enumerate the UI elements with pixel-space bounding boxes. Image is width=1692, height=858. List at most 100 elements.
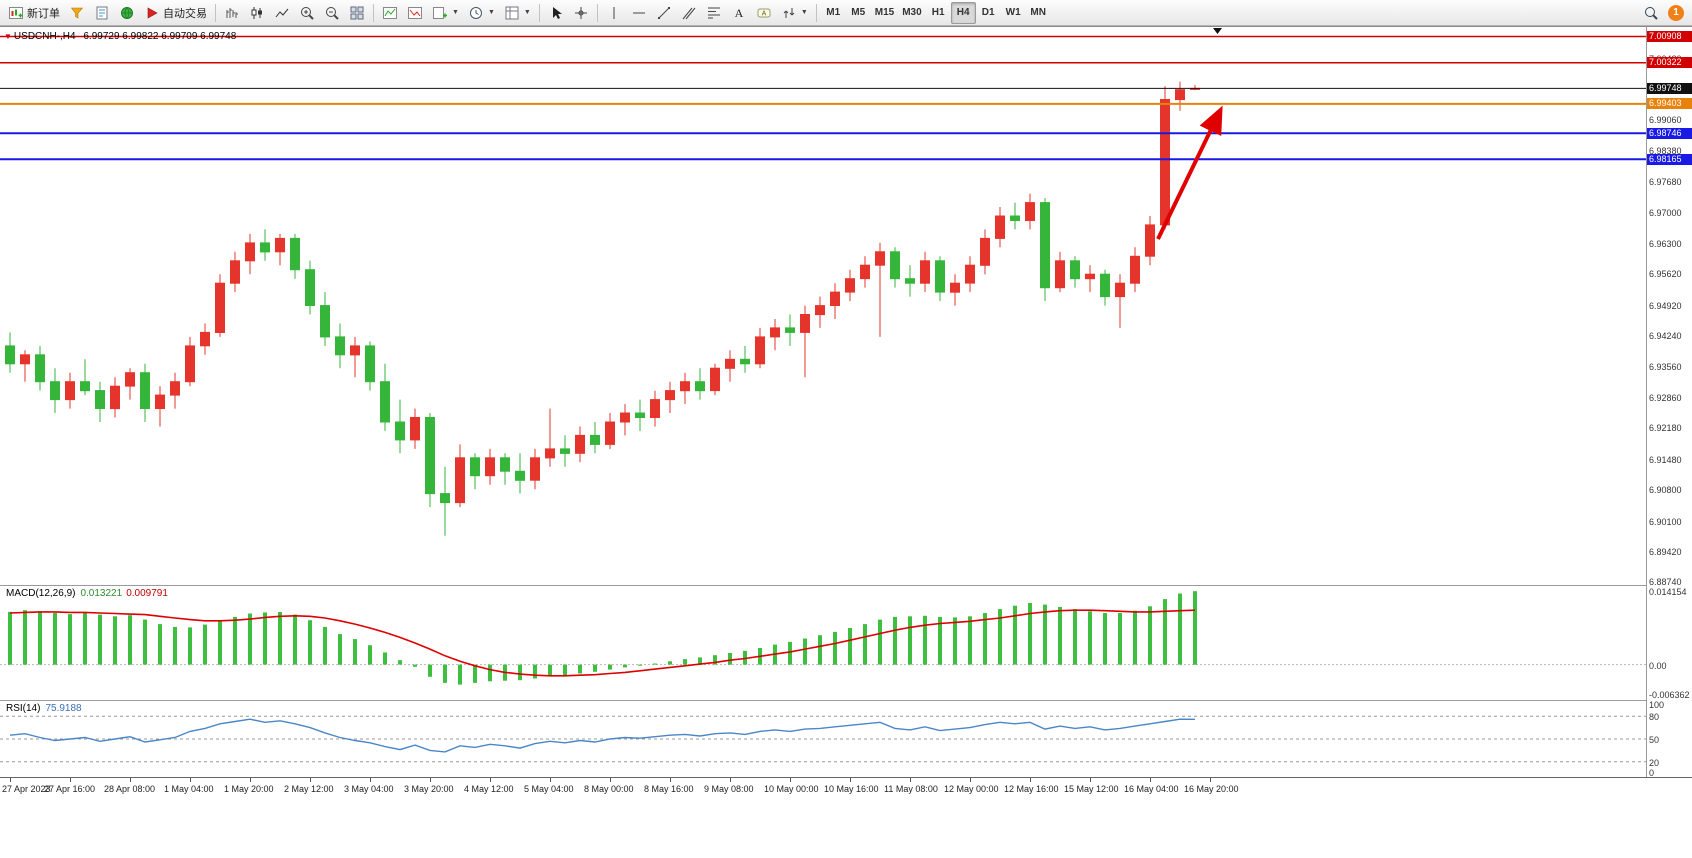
template-button[interactable]: ▼ xyxy=(500,2,535,24)
price-tick-label: 6.90800 xyxy=(1649,485,1682,495)
period-button[interactable]: ▼ xyxy=(464,2,499,24)
zoom-in-button[interactable] xyxy=(295,2,319,24)
text-icon: A xyxy=(734,6,743,20)
indicator-list-button[interactable] xyxy=(403,2,427,24)
time-label: 3 May 20:00 xyxy=(404,784,454,794)
macd-panel[interactable] xyxy=(0,586,1646,700)
arrow-objects-button[interactable]: ▼ xyxy=(777,2,812,24)
time-tick xyxy=(1090,778,1091,782)
time-label: 16 May 20:00 xyxy=(1184,784,1239,794)
rsi-value: 75.9188 xyxy=(45,703,82,714)
new-order-button[interactable]: 新订单 xyxy=(4,2,64,24)
panel-separator[interactable] xyxy=(0,700,1692,701)
text-label-button[interactable]: A xyxy=(752,2,776,24)
candlestick-series xyxy=(5,81,1200,536)
timeframe-group: M1 M5 M15 M30 H1 H4 D1 W1 MN xyxy=(821,1,1051,24)
vertical-line-button[interactable] xyxy=(602,2,626,24)
time-tick xyxy=(490,778,491,782)
zoom-out-button[interactable] xyxy=(320,2,344,24)
price-axis[interactable]: 7.004206.990606.983806.976806.970006.963… xyxy=(1646,27,1692,778)
time-tick xyxy=(370,778,371,782)
text-label-icon: A xyxy=(757,8,771,17)
time-label: 27 Apr 2023 xyxy=(2,784,51,794)
price-tick-label: 6.97680 xyxy=(1649,177,1682,187)
funnel-button[interactable] xyxy=(65,2,89,24)
timeframe-h4-button[interactable]: H4 xyxy=(950,1,976,24)
text-button[interactable]: A xyxy=(727,2,751,24)
timeframe-m30-button[interactable]: M30 xyxy=(902,7,922,18)
time-label: 8 May 00:00 xyxy=(584,784,634,794)
symbol-period-label: USDCNH-,H4 xyxy=(13,31,76,42)
notification-badge[interactable]: 1 xyxy=(1668,4,1684,21)
channel-button[interactable] xyxy=(677,2,701,24)
toolbar-separator xyxy=(373,3,374,22)
candle-chart-button[interactable] xyxy=(245,2,269,24)
data-center-button[interactable] xyxy=(115,2,139,24)
line-chart-icon xyxy=(275,8,289,17)
timeframe-m1-button[interactable]: M1 xyxy=(826,7,841,18)
time-label: 3 May 04:00 xyxy=(344,784,394,794)
time-tick xyxy=(430,778,431,782)
channel-icon xyxy=(682,7,696,19)
bar-chart-button[interactable] xyxy=(220,2,244,24)
toolbar-separator xyxy=(215,3,216,22)
price-tick-label: 6.93560 xyxy=(1649,362,1682,372)
search-button[interactable] xyxy=(1639,2,1663,24)
fibonacci-button[interactable] xyxy=(702,2,726,24)
tile-windows-button[interactable] xyxy=(345,2,369,24)
price-tick-label: 6.97000 xyxy=(1649,208,1682,218)
new-order-label: 新订单 xyxy=(27,7,60,20)
horizontal-level-lines[interactable] xyxy=(0,35,1646,161)
time-label: 9 May 08:00 xyxy=(704,784,754,794)
time-tick xyxy=(730,778,731,782)
time-label: 27 Apr 16:00 xyxy=(44,784,96,794)
crosshair-icon xyxy=(574,6,587,19)
crosshair-button[interactable] xyxy=(569,2,593,24)
indicator-list-icon xyxy=(408,6,422,19)
cursor-button[interactable] xyxy=(544,2,568,24)
timeframe-h1-button[interactable]: H1 xyxy=(931,7,945,18)
indicator-chart-icon xyxy=(383,6,397,19)
rsi-panel[interactable] xyxy=(0,701,1646,777)
time-axis[interactable]: 27 Apr 2023 27 Apr 16:00 28 Apr 08:00 1 May… xyxy=(0,777,1692,799)
cursor-arrow-icon xyxy=(552,6,562,19)
price-down-marker-icon: ▼ xyxy=(4,32,12,41)
trend-line-button[interactable] xyxy=(652,2,676,24)
macd-scale-min: -0.006362 xyxy=(1649,690,1690,700)
timeframe-m5-button[interactable]: M5 xyxy=(851,7,866,18)
play-icon xyxy=(147,6,158,19)
time-tick xyxy=(1030,778,1031,782)
price-tick-label: 6.92180 xyxy=(1649,423,1682,433)
timeframe-w1-button[interactable]: W1 xyxy=(1005,7,1021,18)
funnel-icon xyxy=(70,7,84,19)
timeframe-mn-button[interactable]: MN xyxy=(1030,7,1046,18)
price-chart-panel[interactable] xyxy=(0,27,1646,585)
arrows-icon xyxy=(783,7,795,18)
price-tick-label: 6.92860 xyxy=(1649,393,1682,403)
indicator-window-button[interactable] xyxy=(378,2,402,24)
new-chart-button[interactable]: ▼ xyxy=(428,2,463,24)
timeframe-d1-button[interactable]: D1 xyxy=(981,7,995,18)
chevron-down-icon: ▼ xyxy=(523,9,531,16)
toolbar-separator xyxy=(596,3,598,22)
price-tick-label: 6.88740 xyxy=(1649,577,1682,587)
macd-main-value: 0.013221 xyxy=(80,588,123,599)
bar-chart-icon xyxy=(226,7,238,18)
chart-window[interactable]: ▼ USDCNH-,H4 6.99729 6.99822 6.99709 6.99… xyxy=(0,26,1692,858)
market-depth-button[interactable] xyxy=(90,2,114,24)
rsi-label: RSI(14) 75.9188 xyxy=(6,703,82,714)
timeframe-m15-button[interactable]: M15 xyxy=(874,7,895,18)
time-tick xyxy=(670,778,671,782)
auto-trading-button[interactable]: 自动交易 xyxy=(140,2,211,24)
trend-arrow[interactable] xyxy=(1156,105,1223,240)
macd-signal-line xyxy=(9,609,1196,677)
horizontal-line-button[interactable] xyxy=(627,2,651,24)
line-chart-button[interactable] xyxy=(270,2,294,24)
globe-icon xyxy=(121,6,133,19)
time-label: 4 May 12:00 xyxy=(464,784,514,794)
svg-text:A: A xyxy=(734,6,743,20)
search-icon xyxy=(1645,6,1658,20)
panel-separator[interactable] xyxy=(0,585,1692,586)
macd-scale-zero: 0.00 xyxy=(1649,661,1667,671)
time-tick xyxy=(310,778,311,782)
